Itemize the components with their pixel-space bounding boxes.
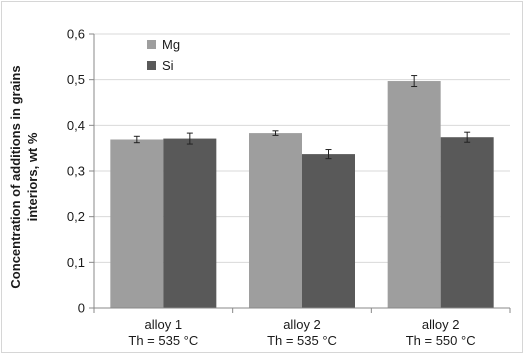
y-tick-label: 0 (78, 301, 85, 316)
y-tick-label: 0,3 (67, 164, 85, 179)
legend-label-mg: Mg (162, 37, 180, 52)
x-category-label: alloy 1 (145, 317, 183, 332)
x-category-label: Th = 535 °C (128, 333, 198, 348)
bar-mg-3 (387, 81, 441, 308)
y-axis-title: Concentration of additions in grains (8, 65, 23, 288)
legend: Mg Si (147, 37, 180, 73)
y-tick-label: 0,5 (67, 72, 85, 87)
y-tick-label: 0,1 (67, 255, 85, 270)
bar-mg-2 (249, 133, 302, 308)
x-category-label: Th = 550 °C (406, 333, 476, 348)
bar-si-2 (302, 154, 355, 308)
x-category-label: alloy 2 (283, 317, 321, 332)
axes (89, 33, 511, 313)
legend-swatch-mg (147, 40, 156, 49)
bar-si-3 (440, 137, 494, 308)
x-category-label: alloy 2 (422, 317, 460, 332)
legend-swatch-si (147, 61, 156, 70)
y-tick-label: 0,2 (67, 209, 85, 224)
legend-label-si: Si (162, 58, 174, 73)
y-tick-label: 0,6 (67, 27, 85, 42)
bar-si-1 (163, 138, 217, 308)
bars (110, 75, 494, 308)
x-category-label: Th = 535 °C (267, 333, 337, 348)
y-tick-label: 0,4 (67, 118, 85, 133)
bar-mg-1 (110, 139, 164, 308)
y-axis-title: interiors, wt % (25, 132, 40, 221)
